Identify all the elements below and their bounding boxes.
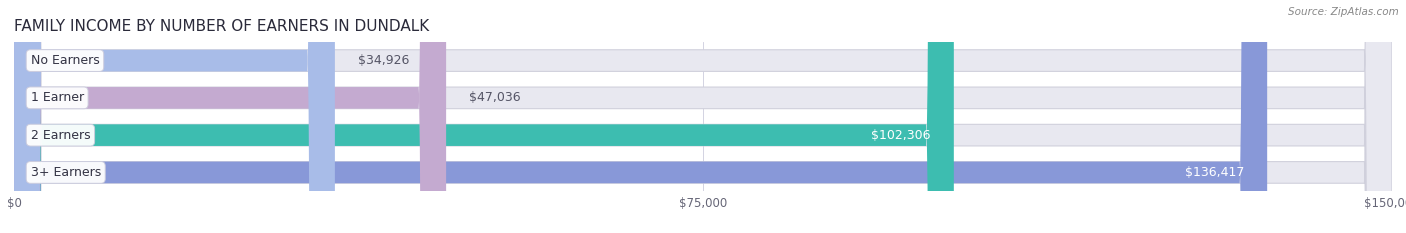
Text: $47,036: $47,036 <box>470 91 520 104</box>
Text: Source: ZipAtlas.com: Source: ZipAtlas.com <box>1288 7 1399 17</box>
FancyBboxPatch shape <box>14 0 446 233</box>
Text: FAMILY INCOME BY NUMBER OF EARNERS IN DUNDALK: FAMILY INCOME BY NUMBER OF EARNERS IN DU… <box>14 19 429 34</box>
FancyBboxPatch shape <box>14 0 1392 233</box>
Text: 2 Earners: 2 Earners <box>31 129 90 142</box>
Text: 1 Earner: 1 Earner <box>31 91 84 104</box>
FancyBboxPatch shape <box>14 0 1392 233</box>
FancyBboxPatch shape <box>14 0 1392 233</box>
FancyBboxPatch shape <box>14 0 1392 233</box>
Text: No Earners: No Earners <box>31 54 100 67</box>
FancyBboxPatch shape <box>14 0 953 233</box>
Text: $102,306: $102,306 <box>872 129 931 142</box>
Text: 3+ Earners: 3+ Earners <box>31 166 101 179</box>
FancyBboxPatch shape <box>14 0 1267 233</box>
Text: $136,417: $136,417 <box>1185 166 1244 179</box>
Text: $34,926: $34,926 <box>359 54 409 67</box>
FancyBboxPatch shape <box>14 0 335 233</box>
